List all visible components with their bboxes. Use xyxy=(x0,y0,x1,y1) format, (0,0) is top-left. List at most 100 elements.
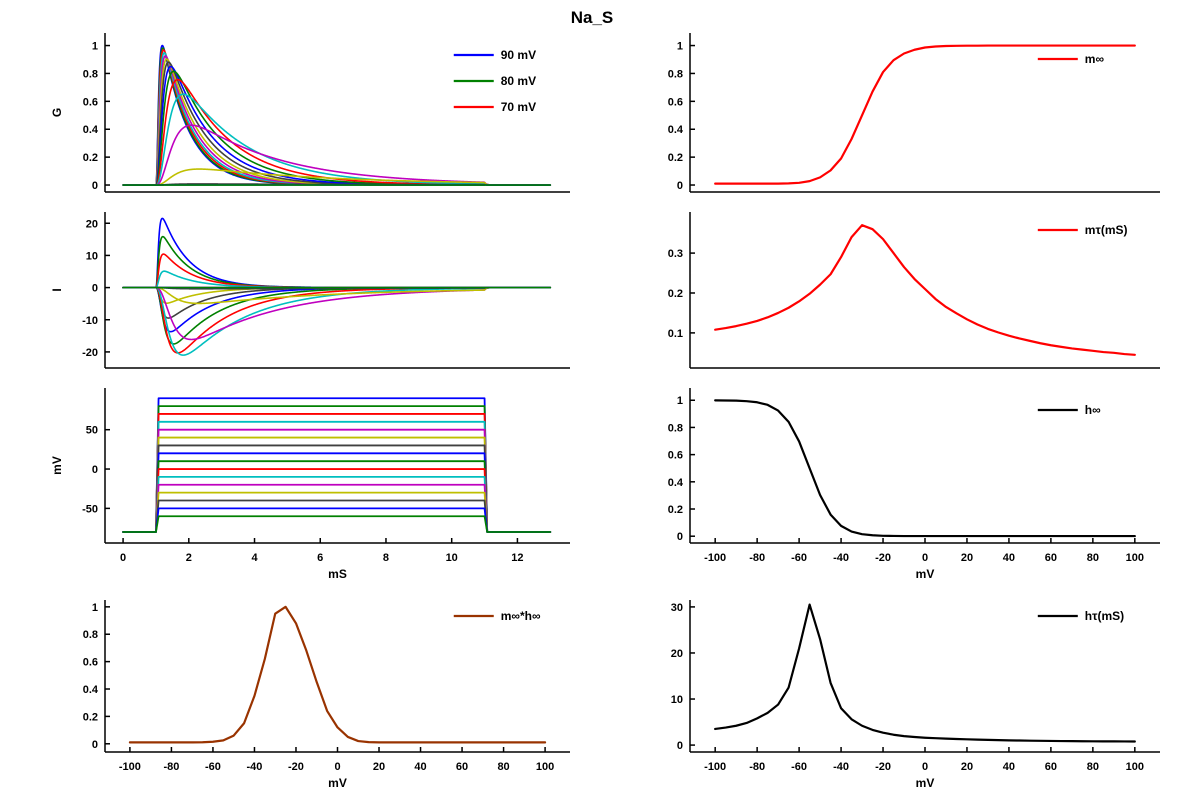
svg-text:mV: mV xyxy=(916,776,935,790)
svg-text:80: 80 xyxy=(1087,761,1099,773)
svg-text:80: 80 xyxy=(497,761,509,773)
svg-text:30: 30 xyxy=(671,602,683,614)
svg-text:I: I xyxy=(50,288,64,291)
svg-text:0.2: 0.2 xyxy=(668,288,683,300)
svg-text:20: 20 xyxy=(671,648,683,660)
svg-text:0.6: 0.6 xyxy=(668,450,683,462)
svg-text:0.2: 0.2 xyxy=(83,152,98,164)
svg-text:40: 40 xyxy=(1003,761,1015,773)
svg-text:0.2: 0.2 xyxy=(668,152,683,164)
svg-text:0.8: 0.8 xyxy=(668,422,683,434)
svg-text:-20: -20 xyxy=(288,761,304,773)
svg-text:100: 100 xyxy=(1126,552,1144,564)
svg-text:-40: -40 xyxy=(247,761,263,773)
svg-text:60: 60 xyxy=(1045,761,1057,773)
svg-text:0: 0 xyxy=(92,739,98,751)
svg-text:0.4: 0.4 xyxy=(83,684,99,696)
svg-text:12: 12 xyxy=(511,552,523,564)
svg-text:10: 10 xyxy=(86,250,98,262)
svg-text:20: 20 xyxy=(373,761,385,773)
svg-text:0: 0 xyxy=(677,531,683,543)
svg-text:6: 6 xyxy=(317,552,323,564)
chart-current-vs-time: -20 -10 0 10 20 I xyxy=(25,196,598,412)
svg-text:60: 60 xyxy=(1045,552,1057,564)
svg-text:0.6: 0.6 xyxy=(83,657,98,669)
svg-text:m∞*h∞: m∞*h∞ xyxy=(501,609,541,623)
svg-text:h∞: h∞ xyxy=(1085,403,1101,417)
svg-text:80 mV: 80 mV xyxy=(501,74,536,88)
svg-text:1: 1 xyxy=(92,41,98,53)
svg-text:G: G xyxy=(50,108,64,117)
svg-text:0: 0 xyxy=(120,552,126,564)
svg-text:-80: -80 xyxy=(749,552,765,564)
chart-conductance-vs-time: 0 0.2 0.4 0.6 0.8 1 G 90 mV 80 mV 70 mV xyxy=(25,17,598,236)
figure-title: Na_S xyxy=(570,8,614,27)
svg-text:-40: -40 xyxy=(833,761,849,773)
svg-text:40: 40 xyxy=(1003,552,1015,564)
svg-text:mV: mV xyxy=(328,776,347,790)
svg-text:0.4: 0.4 xyxy=(668,477,684,489)
svg-text:-100: -100 xyxy=(704,552,726,564)
svg-text:1: 1 xyxy=(677,395,683,407)
svg-text:-40: -40 xyxy=(833,552,849,564)
svg-text:mV: mV xyxy=(50,456,64,475)
svg-text:1: 1 xyxy=(677,41,683,53)
svg-text:0.8: 0.8 xyxy=(83,68,98,80)
svg-text:mV: mV xyxy=(916,567,935,581)
svg-text:-10: -10 xyxy=(82,315,98,327)
svg-text:0.1: 0.1 xyxy=(668,328,683,340)
svg-text:0.3: 0.3 xyxy=(668,248,683,260)
svg-text:0: 0 xyxy=(677,740,683,752)
svg-text:hτ(mS): hτ(mS) xyxy=(1085,609,1124,623)
svg-text:-20: -20 xyxy=(875,552,891,564)
svg-text:0.8: 0.8 xyxy=(83,629,98,641)
svg-text:80: 80 xyxy=(1087,552,1099,564)
chart-h-tau-curve: 0 10 20 30 -100 -80 -60 -40 -20 0 20 40 60 80 100 mV hτ(… xyxy=(610,584,1188,796)
svg-text:0.2: 0.2 xyxy=(83,711,98,723)
svg-text:0.4: 0.4 xyxy=(668,124,684,136)
chart-voltage-step-protocol: -50 0 50 0 2 4 6 8 10 12 mS mV xyxy=(25,372,598,587)
svg-text:-80: -80 xyxy=(163,761,179,773)
chart-minf-hinf-product-curve: 0 0.2 0.4 0.6 0.8 1 -100 -80 -60 -40 -20 0 20 40 60 80 1… xyxy=(25,584,598,796)
svg-text:90 mV: 90 mV xyxy=(501,48,536,62)
svg-text:10: 10 xyxy=(446,552,458,564)
svg-text:10: 10 xyxy=(671,694,683,706)
svg-text:-100: -100 xyxy=(704,761,726,773)
svg-text:-20: -20 xyxy=(82,347,98,359)
svg-text:0: 0 xyxy=(334,761,340,773)
svg-text:0.6: 0.6 xyxy=(83,96,98,108)
chart-m-infinity-curve: 0 0.2 0.4 0.6 0.8 1 m∞ xyxy=(610,17,1188,236)
svg-text:20: 20 xyxy=(961,552,973,564)
svg-text:-50: -50 xyxy=(82,503,98,515)
svg-text:-20: -20 xyxy=(875,761,891,773)
svg-text:0.8: 0.8 xyxy=(668,68,683,80)
svg-text:mτ(mS): mτ(mS) xyxy=(1085,223,1128,237)
svg-text:0: 0 xyxy=(92,464,98,476)
svg-text:20: 20 xyxy=(86,218,98,230)
svg-text:50: 50 xyxy=(86,425,98,437)
svg-text:1: 1 xyxy=(92,602,98,614)
chart-h-infinity-curve: 0 0.2 0.4 0.6 0.8 1 -100 -80 -60 -40 -20 0 20 40 60 80 1… xyxy=(610,372,1188,587)
svg-text:8: 8 xyxy=(383,552,389,564)
svg-text:-60: -60 xyxy=(205,761,221,773)
svg-text:100: 100 xyxy=(1126,761,1144,773)
svg-text:20: 20 xyxy=(961,761,973,773)
svg-text:0.2: 0.2 xyxy=(668,504,683,516)
svg-text:0: 0 xyxy=(677,180,683,192)
chart-m-tau-curve: 0.1 0.2 0.3 mτ(mS) xyxy=(610,196,1188,412)
svg-text:-60: -60 xyxy=(791,552,807,564)
svg-text:100: 100 xyxy=(536,761,554,773)
svg-text:0: 0 xyxy=(922,761,928,773)
svg-text:60: 60 xyxy=(456,761,468,773)
svg-text:4: 4 xyxy=(251,552,258,564)
svg-text:70 mV: 70 mV xyxy=(501,100,536,114)
svg-text:-80: -80 xyxy=(749,761,765,773)
svg-text:0.6: 0.6 xyxy=(668,96,683,108)
svg-text:-100: -100 xyxy=(119,761,141,773)
svg-text:m∞: m∞ xyxy=(1085,52,1104,66)
svg-text:0.4: 0.4 xyxy=(83,124,99,136)
svg-text:40: 40 xyxy=(414,761,426,773)
svg-text:0: 0 xyxy=(92,283,98,295)
svg-text:-60: -60 xyxy=(791,761,807,773)
